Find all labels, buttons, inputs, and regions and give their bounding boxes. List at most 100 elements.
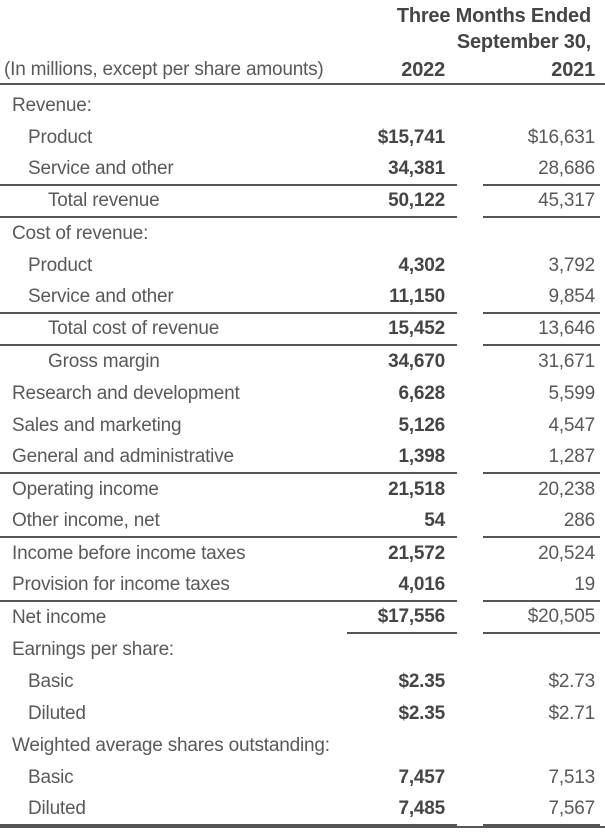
row-label: Basic (28, 767, 74, 788)
row-right-cell: 20,238 (483, 474, 600, 506)
table-row: Other income, net 54 286 (0, 506, 605, 538)
row-left-cell: Operating income 21,518 (0, 474, 457, 506)
column-header-2022: 2022 (401, 59, 445, 81)
row-left-cell: Service and other 11,150 (0, 282, 457, 314)
value-2021: 7,513 (548, 767, 595, 788)
row-label: Net income (12, 607, 107, 628)
table-row: Operating income 21,518 20,238 (0, 474, 605, 506)
period-header-line2: September 30, (456, 31, 591, 53)
table-row: General and administrative 1,398 1,287 (0, 442, 605, 474)
value-2022 (347, 730, 457, 762)
row-label: Weighted average shares outstanding: (12, 735, 330, 756)
value-2022: $17,556 (347, 602, 457, 634)
column-header-2021: 2021 (551, 59, 595, 81)
value-2022: 21,518 (388, 479, 445, 500)
section-header-row: Cost of revenue: (0, 218, 605, 250)
row-right-cell (483, 730, 600, 762)
value-2021: 1,287 (548, 446, 595, 467)
value-2021: 28,686 (538, 158, 595, 179)
table-header: Three Months Ended September 30, (In mil… (0, 0, 605, 85)
row-label: Cost of revenue: (12, 223, 149, 244)
value-2022: 7,485 (398, 798, 445, 819)
row-right-cell (483, 218, 600, 250)
row-left-cell: Revenue: (0, 90, 457, 122)
table-row: Net income $17,556 $20,505 (0, 602, 605, 634)
row-right-cell: 9,854 (483, 282, 600, 314)
row-right-cell (483, 634, 600, 666)
table-row: Gross margin 34,670 31,671 (0, 346, 605, 378)
row-label: Total revenue (48, 190, 160, 211)
row-left-cell: Sales and marketing 5,126 (0, 410, 457, 442)
row-left-cell: Basic 7,457 (0, 762, 457, 794)
row-left-cell: Income before income taxes 21,572 (0, 538, 457, 570)
row-right-cell: 19 (483, 570, 600, 602)
value-2021: 19 (574, 574, 595, 595)
period-header-line1: Three Months Ended (396, 5, 591, 27)
value-2022: 6,628 (398, 383, 445, 404)
value-2022: 4,016 (398, 574, 445, 595)
row-label: Product (28, 127, 93, 148)
value-2022: 11,150 (389, 286, 445, 307)
table-row: Service and other 11,150 9,854 (0, 282, 605, 314)
value-2021: 5,599 (548, 383, 595, 404)
row-label: Service and other (28, 286, 174, 307)
row-right-cell: $16,631 (483, 122, 600, 154)
row-right-cell: 20,524 (483, 538, 600, 570)
row-right-cell: 13,646 (483, 314, 600, 346)
value-2021: 31,671 (538, 351, 595, 372)
row-right-cell: 7,567 (483, 794, 600, 826)
row-left-cell: Product $15,741 (0, 122, 457, 154)
value-2022: 1,398 (398, 446, 445, 467)
row-right-cell: 4,547 (483, 410, 600, 442)
value-2022: 4,302 (398, 255, 445, 276)
value-2021: $2.71 (548, 703, 595, 724)
row-label: Other income, net (12, 510, 160, 531)
value-2021: 3,792 (548, 255, 595, 276)
table-row: Basic 7,457 7,513 (0, 762, 605, 794)
row-left-cell: Net income $17,556 (0, 602, 457, 634)
row-label: Provision for income taxes (12, 574, 230, 595)
row-right-cell: 28,686 (483, 154, 600, 186)
row-label: Diluted (28, 703, 86, 724)
row-left-cell: Total revenue 50,122 (0, 186, 457, 218)
value-2021: 20,238 (538, 479, 595, 500)
value-2022: 7,457 (398, 767, 445, 788)
row-label: Diluted (28, 798, 86, 819)
section-header-row: Revenue: (0, 90, 605, 122)
row-right-cell: 31,671 (483, 346, 600, 378)
value-2021: 13,646 (538, 318, 595, 339)
row-left-cell: Gross margin 34,670 (0, 346, 457, 378)
section-header-row: Earnings per share: (0, 634, 605, 666)
row-right-cell (483, 90, 600, 122)
row-label: Operating income (12, 479, 159, 500)
table-row: Sales and marketing 5,126 4,547 (0, 410, 605, 442)
row-right-cell: 3,792 (483, 250, 600, 282)
value-2022: $2.35 (398, 671, 445, 692)
row-label: Gross margin (48, 351, 160, 372)
value-2022: 50,122 (388, 190, 445, 211)
value-2022 (347, 634, 457, 666)
row-label: Earnings per share: (12, 639, 175, 660)
row-left-cell: Earnings per share: (0, 634, 457, 666)
table-row: Diluted $2.35 $2.71 (0, 698, 605, 730)
row-right-cell: 45,317 (483, 186, 600, 218)
value-2021: $20,505 (527, 606, 595, 627)
value-2022: $2.35 (398, 703, 445, 724)
value-2022: $15,741 (377, 127, 445, 148)
value-2022 (347, 218, 457, 250)
value-2022: 34,381 (388, 158, 445, 179)
row-label: Revenue: (12, 95, 92, 116)
value-2021: 286 (563, 510, 595, 531)
value-2022: 5,126 (398, 415, 445, 436)
value-2021: 20,524 (538, 543, 595, 564)
row-label: Total cost of revenue (48, 318, 220, 339)
row-left-cell: Basic $2.35 (0, 666, 457, 698)
row-right-cell: 286 (483, 506, 600, 538)
row-left-cell: Diluted 7,485 (0, 794, 457, 826)
table-body: Revenue: Product $15,741 $16,631 Service… (0, 85, 605, 828)
row-label: Sales and marketing (12, 415, 182, 436)
table-row: Service and other 34,381 28,686 (0, 154, 605, 186)
value-2022: 21,572 (388, 543, 445, 564)
value-2021: 9,854 (548, 286, 595, 307)
row-label: Income before income taxes (12, 543, 246, 564)
